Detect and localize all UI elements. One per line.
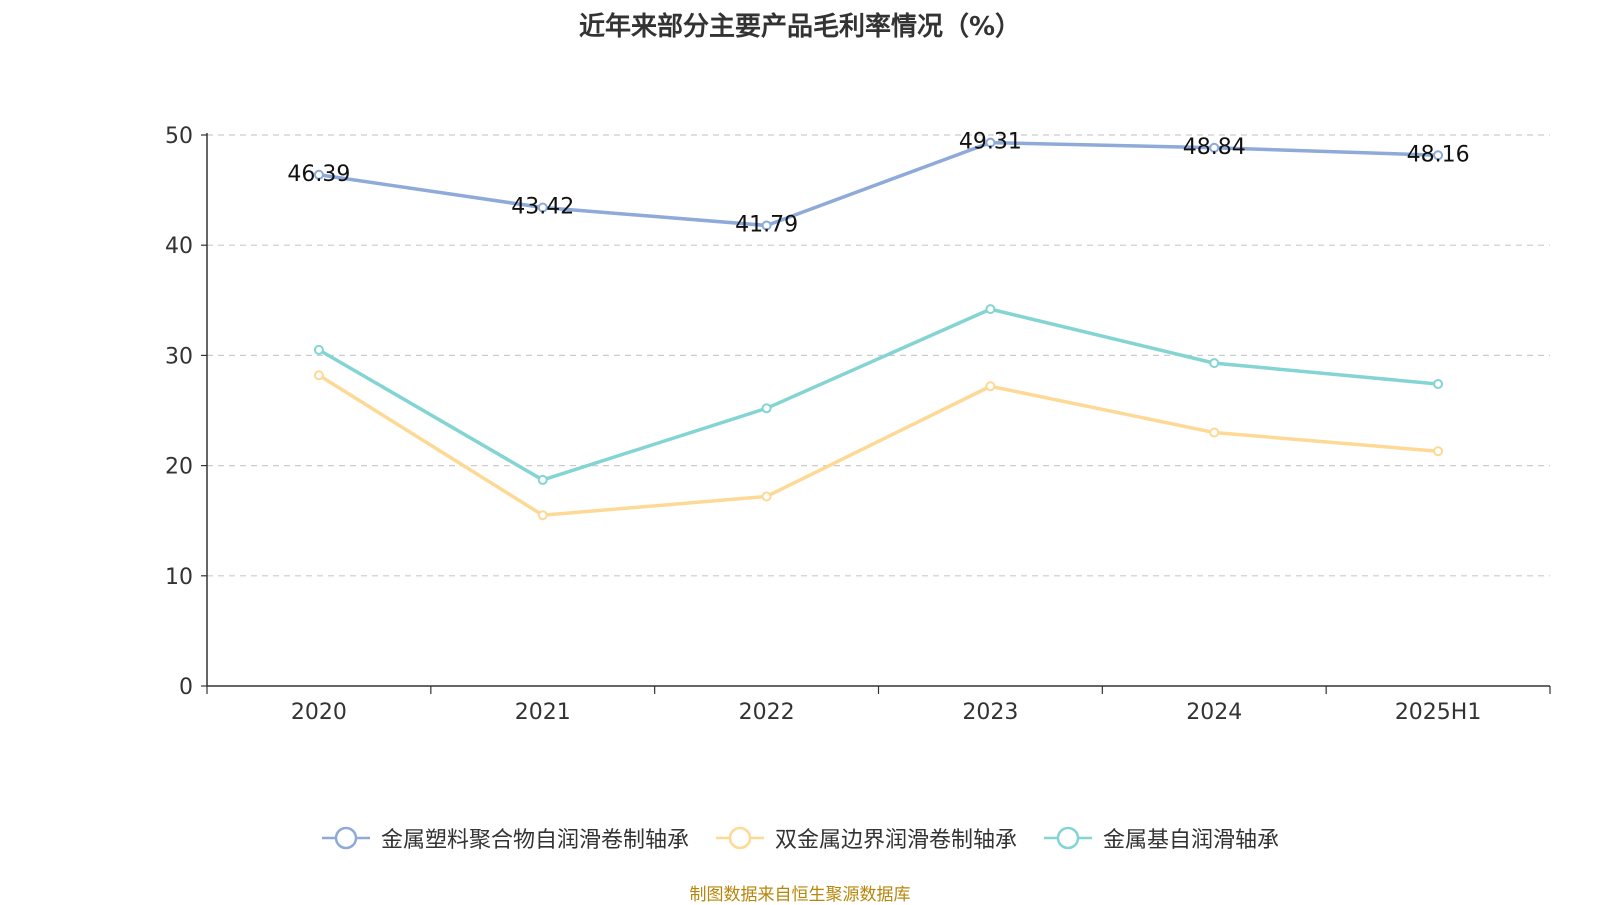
x-tick-label: 2025H1 bbox=[1395, 700, 1482, 725]
y-tick-label: 50 bbox=[165, 124, 193, 149]
y-tick-label: 10 bbox=[165, 565, 193, 590]
line-chart: 0 10 20 30 40 50 2020 2021 2022 2023 2024 2025H1 46.… bbox=[165, 124, 1551, 725]
data-point bbox=[313, 370, 324, 381]
data-label: 48.84 bbox=[1183, 135, 1246, 160]
data-point bbox=[537, 510, 548, 521]
y-tick-label: 20 bbox=[165, 455, 193, 480]
legend-label: 金属基自润滑轴承 bbox=[1103, 828, 1280, 853]
chart-legend: 金属塑料聚合物自润滑卷制轴承 双金属边界润滑卷制轴承 金属基自润滑轴承 bbox=[0, 822, 1600, 854]
data-point bbox=[313, 169, 324, 180]
data-point bbox=[761, 491, 772, 502]
data-point bbox=[537, 474, 548, 485]
legend-swatch-icon bbox=[715, 826, 764, 850]
data-point bbox=[537, 202, 548, 213]
data-point bbox=[1209, 142, 1220, 153]
x-tick-label: 2023 bbox=[962, 700, 1018, 725]
chart-title: 近年来部分主要产品毛利率情况（%） bbox=[578, 12, 1022, 42]
data-label: 49.31 bbox=[959, 130, 1022, 155]
data-point bbox=[985, 137, 996, 148]
x-tick-label: 2020 bbox=[291, 700, 347, 725]
legend-swatch-icon bbox=[321, 826, 370, 850]
data-point bbox=[1209, 358, 1220, 369]
data-point bbox=[985, 381, 996, 392]
data-label: 41.79 bbox=[735, 212, 798, 237]
data-label: 46.39 bbox=[287, 162, 350, 187]
data-label: 48.16 bbox=[1407, 142, 1470, 167]
series-line-2 bbox=[317, 373, 1439, 517]
series-line-1 bbox=[318, 140, 1439, 228]
data-point bbox=[761, 403, 772, 414]
legend-item-3[interactable]: 金属基自润滑轴承 bbox=[1043, 822, 1279, 854]
data-point bbox=[1433, 150, 1444, 161]
legend-swatch-icon bbox=[1044, 826, 1092, 850]
data-point bbox=[313, 344, 324, 355]
data-point bbox=[985, 304, 996, 315]
y-tick-label: 0 bbox=[179, 675, 193, 700]
data-point bbox=[761, 220, 772, 231]
x-tick-label: 2022 bbox=[739, 700, 795, 725]
legend-item-1[interactable]: 金属塑料聚合物自润滑卷制轴承 bbox=[321, 822, 689, 854]
legend-item-2[interactable]: 双金属边界润滑卷制轴承 bbox=[715, 822, 1017, 854]
series-line-3 bbox=[318, 307, 1439, 482]
data-point bbox=[1209, 427, 1220, 438]
y-tick-label: 40 bbox=[165, 234, 193, 259]
data-point bbox=[1433, 379, 1444, 390]
data-point bbox=[1433, 446, 1444, 457]
y-tick-label: 30 bbox=[165, 344, 193, 369]
legend-label: 双金属边界润滑卷制轴承 bbox=[774, 828, 1017, 853]
data-source-note: 制图数据来自恒生聚源数据库 bbox=[689, 885, 911, 905]
x-tick-label: 2024 bbox=[1186, 700, 1242, 725]
legend-label: 金属塑料聚合物自润滑卷制轴承 bbox=[380, 828, 689, 853]
x-tick-label: 2021 bbox=[515, 700, 571, 725]
data-label: 43.42 bbox=[511, 195, 574, 220]
